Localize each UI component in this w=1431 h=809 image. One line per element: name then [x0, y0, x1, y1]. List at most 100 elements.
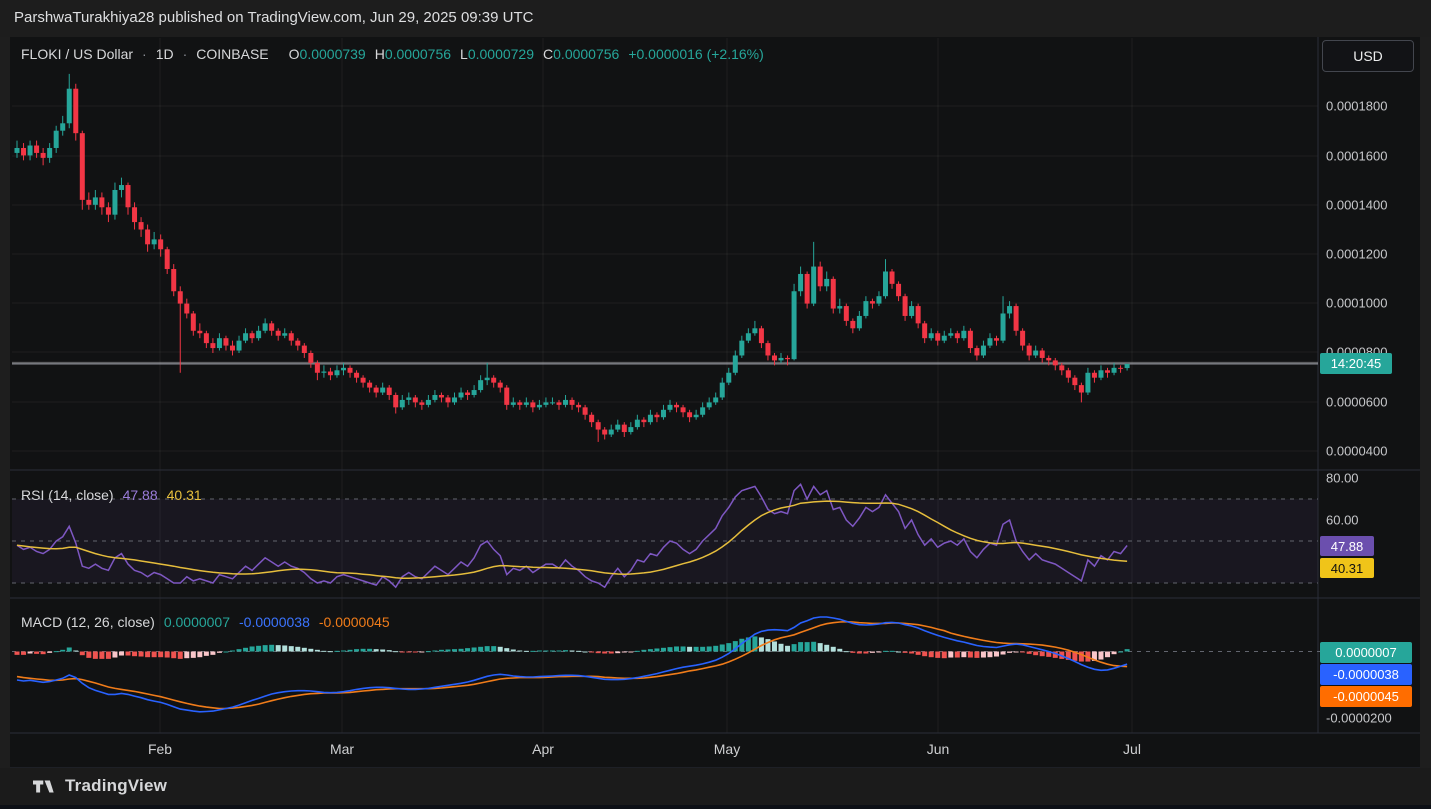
candle-body: [1053, 360, 1058, 365]
candle-body: [34, 146, 39, 153]
candle-body: [139, 222, 144, 229]
candle-body: [361, 378, 366, 383]
candle-body: [308, 353, 313, 363]
macd-histogram-bar: [498, 647, 503, 652]
macd-histogram-bar: [687, 647, 692, 652]
macd-histogram-bar: [622, 652, 627, 653]
candle-body: [204, 333, 209, 343]
macd-histogram-bar: [184, 652, 189, 659]
macd-histogram-bar: [1001, 652, 1006, 655]
macd-legend[interactable]: MACD (12, 26, close) 0.0000007 -0.000003…: [21, 614, 390, 630]
macd-histogram-bar: [694, 647, 699, 652]
macd-hist-value: 0.0000007: [164, 614, 230, 630]
macd-histogram-bar: [478, 647, 483, 652]
macd-histogram-bar: [328, 651, 333, 652]
candle-body: [602, 430, 607, 435]
macd-histogram-bar: [589, 652, 594, 653]
symbol-legend[interactable]: FLOKI / US Dollar · 1D · COINBASE O0.000…: [21, 46, 764, 62]
candle-body: [217, 338, 222, 348]
ohlc-close: C0.0000756: [543, 46, 619, 62]
rsi-legend[interactable]: RSI (14, close) 47.88 40.31: [21, 487, 202, 503]
candle-body: [543, 402, 548, 404]
candle-body: [1001, 313, 1006, 340]
macd-histogram-bar: [1014, 652, 1019, 653]
candle-body: [210, 343, 215, 348]
price-axis-label: 0.0001400: [1326, 198, 1387, 213]
macd-histogram-bar: [86, 652, 91, 658]
macd-histogram-bar: [21, 652, 26, 655]
candle-body: [334, 370, 339, 375]
chart-canvas[interactable]: [0, 0, 1431, 809]
macd-histogram-bar: [987, 652, 992, 658]
candle-body: [99, 197, 104, 207]
candle-body: [419, 402, 424, 404]
rsi-title[interactable]: RSI (14, close): [21, 487, 114, 503]
candle-body: [648, 415, 653, 422]
macd-histogram-bar: [563, 650, 568, 651]
candle-body: [426, 400, 431, 405]
candle-body: [126, 185, 131, 207]
price-axis-label: 0.0001200: [1326, 247, 1387, 262]
candle-body: [1014, 306, 1019, 331]
footer-bar: [0, 768, 1431, 805]
macd-histogram-bar: [237, 649, 242, 651]
bottom-strip: [0, 805, 1431, 809]
interval-label[interactable]: 1D: [156, 46, 174, 62]
candle-body: [184, 304, 189, 314]
macd-histogram-bar: [929, 652, 934, 658]
candle-body: [524, 402, 529, 404]
macd-histogram-bar: [106, 652, 111, 659]
candle-body: [974, 348, 979, 355]
macd-histogram-bar: [811, 642, 816, 652]
tradingview-brand-link[interactable]: TradingView: [33, 776, 167, 796]
macd-histogram-bar: [890, 651, 895, 652]
macd-hist-badge: 0.0000007: [1320, 642, 1412, 663]
candle-body: [622, 425, 627, 432]
macd-histogram-bar: [380, 649, 385, 651]
candle-body: [765, 343, 770, 355]
price-axis[interactable]: [1318, 37, 1420, 733]
tradingview-logo-icon: [33, 779, 57, 794]
currency-toggle-button[interactable]: USD: [1322, 40, 1414, 72]
candle-body: [818, 267, 823, 287]
macd-histogram-bar: [831, 647, 836, 652]
candle-body: [1098, 370, 1103, 377]
macd-signal-line: [17, 622, 1127, 709]
macd-histogram-bar: [348, 650, 353, 652]
macd-histogram-bar: [1125, 649, 1130, 651]
macd-histogram-bar: [230, 650, 235, 651]
candle-body: [432, 395, 437, 400]
macd-histogram-bar: [550, 650, 555, 651]
bar-countdown-badge: 14:20:45: [1320, 353, 1392, 374]
candle-body: [994, 338, 999, 340]
candle-body: [348, 368, 353, 373]
candle-body: [955, 333, 960, 338]
macd-histogram-bar: [361, 649, 366, 652]
exchange-label[interactable]: COINBASE: [196, 46, 268, 62]
rsi-ma-price-badge: 40.31: [1320, 558, 1374, 578]
candle-body: [439, 395, 444, 397]
macd-histogram-bar: [779, 644, 784, 652]
candle-body: [106, 207, 111, 214]
candle-body: [406, 397, 411, 399]
candle-body: [948, 333, 953, 335]
candle-body: [792, 291, 797, 359]
ohlc-open: O0.0000739: [289, 46, 366, 62]
candle-body: [178, 291, 183, 303]
macd-histogram-bar: [1098, 652, 1103, 660]
time-axis[interactable]: [10, 733, 1318, 768]
time-axis-month-label: Apr: [532, 741, 554, 757]
candle-body: [635, 420, 640, 427]
candle-body: [452, 397, 457, 402]
candle-body: [876, 296, 881, 303]
time-axis-month-label: Jun: [927, 741, 950, 757]
macd-histogram-bar: [419, 652, 424, 653]
macd-histogram-bar: [223, 652, 228, 653]
time-axis-month-label: May: [714, 741, 740, 757]
macd-histogram-bar: [145, 652, 150, 658]
macd-histogram-bar: [426, 651, 431, 652]
macd-title[interactable]: MACD (12, 26, close): [21, 614, 155, 630]
macd-histogram-bar: [99, 652, 104, 659]
macd-histogram-bar: [883, 651, 888, 652]
symbol-name[interactable]: FLOKI / US Dollar: [21, 46, 133, 62]
